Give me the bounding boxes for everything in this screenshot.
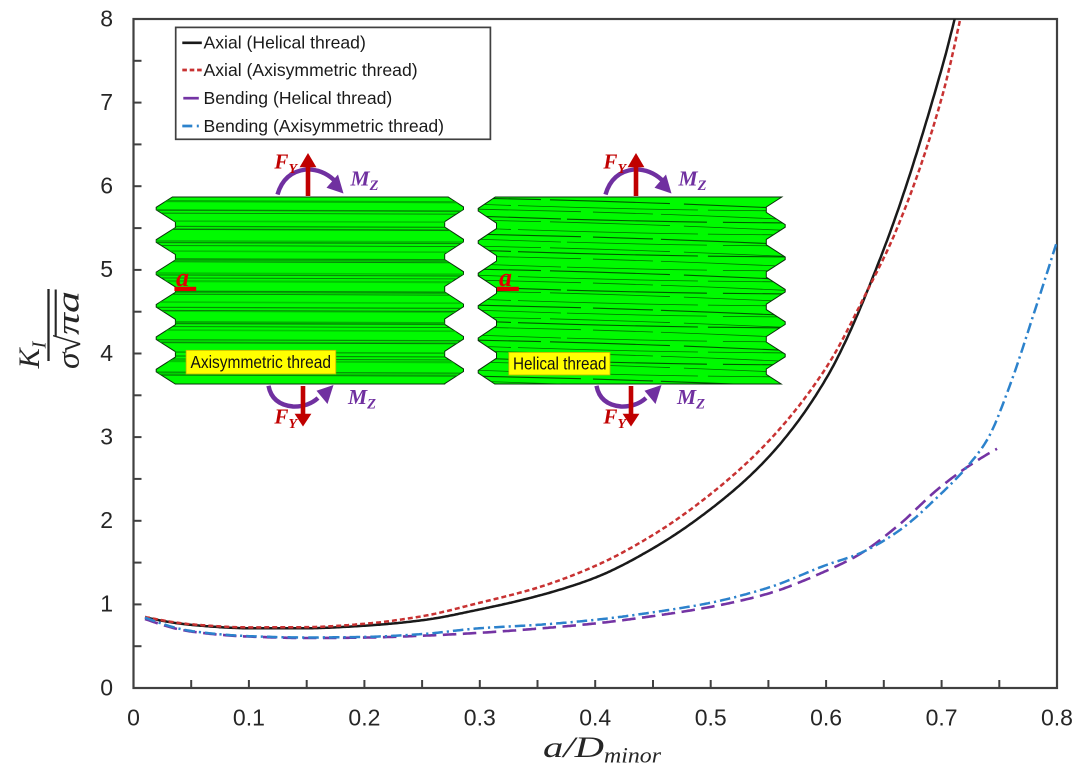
svg-text:6: 6 <box>100 173 113 199</box>
svg-text:0.4: 0.4 <box>579 705 611 731</box>
svg-text:Axisymmetric thread: Axisymmetric thread <box>191 352 332 372</box>
svg-text:πa: πa <box>50 291 86 335</box>
svg-text:5: 5 <box>100 256 113 282</box>
svg-text:0.3: 0.3 <box>464 705 496 731</box>
svg-text:Axial (Axisymmetric thread): Axial (Axisymmetric thread) <box>204 60 418 80</box>
svg-text:7: 7 <box>100 89 113 115</box>
svg-text:1: 1 <box>100 591 113 617</box>
svg-text:0.7: 0.7 <box>926 705 958 731</box>
svg-text:0.6: 0.6 <box>810 705 842 731</box>
svg-text:Bending (Axisymmetric thread): Bending (Axisymmetric thread) <box>204 116 445 136</box>
svg-text:σ: σ <box>50 351 86 369</box>
svg-text:8: 8 <box>100 5 113 31</box>
svg-text:0: 0 <box>127 705 140 731</box>
svg-text:a: a <box>499 263 512 292</box>
svg-text:0.5: 0.5 <box>695 705 727 731</box>
svg-text:a/Dminor: a/Dminor <box>543 731 661 768</box>
svg-text:3: 3 <box>100 423 113 449</box>
svg-text:0.2: 0.2 <box>348 705 380 731</box>
svg-text:4: 4 <box>100 340 113 366</box>
svg-text:Axial (Helical thread): Axial (Helical thread) <box>204 33 366 53</box>
svg-text:0: 0 <box>100 674 113 700</box>
svg-text:√: √ <box>51 335 88 354</box>
svg-text:a: a <box>176 263 189 292</box>
svg-text:0.1: 0.1 <box>233 705 265 731</box>
svg-text:2: 2 <box>100 507 113 533</box>
svg-text:Helical thread: Helical thread <box>513 353 607 373</box>
svg-text:0.8: 0.8 <box>1041 705 1073 731</box>
svg-text:Bending (Helical thread): Bending (Helical thread) <box>204 88 393 108</box>
